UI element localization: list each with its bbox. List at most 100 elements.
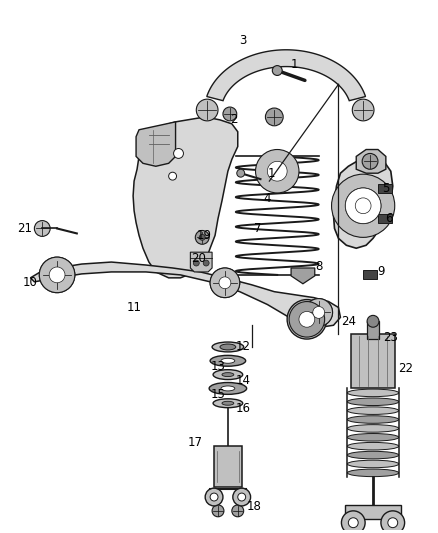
Text: 7: 7: [254, 222, 261, 235]
Ellipse shape: [347, 416, 399, 423]
Text: 4: 4: [264, 192, 271, 205]
Circle shape: [210, 268, 240, 297]
Text: 20: 20: [191, 252, 206, 264]
Circle shape: [173, 149, 184, 158]
Text: 21: 21: [17, 222, 32, 235]
Circle shape: [34, 221, 50, 237]
Circle shape: [346, 188, 381, 223]
Text: 17: 17: [188, 436, 203, 449]
Circle shape: [305, 298, 332, 326]
Circle shape: [265, 108, 283, 126]
Circle shape: [255, 149, 299, 193]
Ellipse shape: [347, 425, 399, 432]
Text: 2: 2: [230, 114, 237, 126]
Text: 24: 24: [341, 315, 356, 328]
Ellipse shape: [347, 407, 399, 415]
Polygon shape: [333, 156, 393, 248]
Text: 1: 1: [290, 58, 298, 71]
Circle shape: [210, 268, 240, 297]
Ellipse shape: [347, 469, 399, 477]
Circle shape: [232, 505, 244, 517]
Polygon shape: [133, 117, 238, 278]
Ellipse shape: [209, 383, 247, 394]
Circle shape: [272, 66, 282, 76]
Ellipse shape: [347, 389, 399, 397]
Circle shape: [49, 267, 65, 283]
Bar: [378, 214, 392, 223]
Text: 18: 18: [247, 500, 262, 513]
Bar: [378, 184, 392, 193]
Ellipse shape: [347, 433, 399, 441]
Circle shape: [388, 518, 398, 528]
Polygon shape: [207, 50, 365, 101]
Circle shape: [196, 99, 218, 121]
Circle shape: [367, 316, 379, 327]
Text: 3: 3: [239, 35, 247, 47]
Circle shape: [348, 518, 358, 528]
Circle shape: [223, 107, 237, 121]
Bar: [214, 446, 242, 487]
Ellipse shape: [212, 342, 244, 352]
Text: 15: 15: [211, 388, 226, 401]
Ellipse shape: [222, 373, 234, 377]
Ellipse shape: [221, 386, 235, 391]
Ellipse shape: [220, 344, 236, 350]
Circle shape: [195, 230, 209, 244]
Circle shape: [205, 488, 223, 506]
Circle shape: [355, 198, 371, 214]
Circle shape: [342, 511, 365, 533]
Circle shape: [287, 300, 327, 339]
Polygon shape: [291, 268, 315, 284]
Circle shape: [289, 302, 325, 337]
Circle shape: [210, 493, 218, 501]
Circle shape: [299, 311, 315, 327]
Circle shape: [352, 99, 374, 121]
Ellipse shape: [213, 399, 243, 408]
Polygon shape: [30, 262, 340, 327]
Circle shape: [233, 488, 251, 506]
Circle shape: [313, 306, 325, 318]
Text: 5: 5: [382, 182, 389, 196]
Circle shape: [381, 511, 405, 533]
Ellipse shape: [222, 401, 234, 405]
Ellipse shape: [347, 398, 399, 406]
Text: 22: 22: [398, 362, 413, 375]
Text: 9: 9: [377, 265, 385, 278]
Circle shape: [39, 257, 75, 293]
Text: 16: 16: [235, 402, 250, 415]
Ellipse shape: [210, 356, 246, 366]
Circle shape: [39, 257, 75, 293]
Polygon shape: [191, 252, 212, 272]
Text: 8: 8: [315, 261, 322, 273]
Text: 23: 23: [383, 330, 398, 344]
Polygon shape: [136, 122, 176, 166]
Bar: [351, 334, 395, 389]
Circle shape: [238, 493, 246, 501]
Text: 14: 14: [235, 374, 250, 387]
Circle shape: [193, 260, 199, 266]
Circle shape: [219, 277, 231, 289]
Circle shape: [346, 188, 381, 223]
Text: 10: 10: [23, 276, 38, 289]
Text: 11: 11: [127, 301, 141, 314]
Text: 12: 12: [235, 341, 250, 353]
Circle shape: [199, 235, 205, 240]
Circle shape: [237, 169, 245, 177]
Circle shape: [212, 505, 224, 517]
Text: 6: 6: [385, 212, 392, 225]
Circle shape: [362, 154, 378, 169]
Bar: [367, 321, 379, 339]
Circle shape: [332, 174, 395, 237]
Ellipse shape: [347, 460, 399, 468]
Text: 1: 1: [268, 167, 275, 180]
Polygon shape: [356, 149, 386, 173]
Text: 13: 13: [211, 360, 226, 373]
Bar: [346, 505, 401, 519]
Circle shape: [305, 298, 332, 326]
Bar: [363, 270, 377, 279]
Circle shape: [267, 161, 287, 181]
Text: 19: 19: [197, 229, 212, 242]
Circle shape: [169, 172, 177, 180]
Ellipse shape: [221, 358, 235, 364]
Ellipse shape: [213, 370, 243, 379]
